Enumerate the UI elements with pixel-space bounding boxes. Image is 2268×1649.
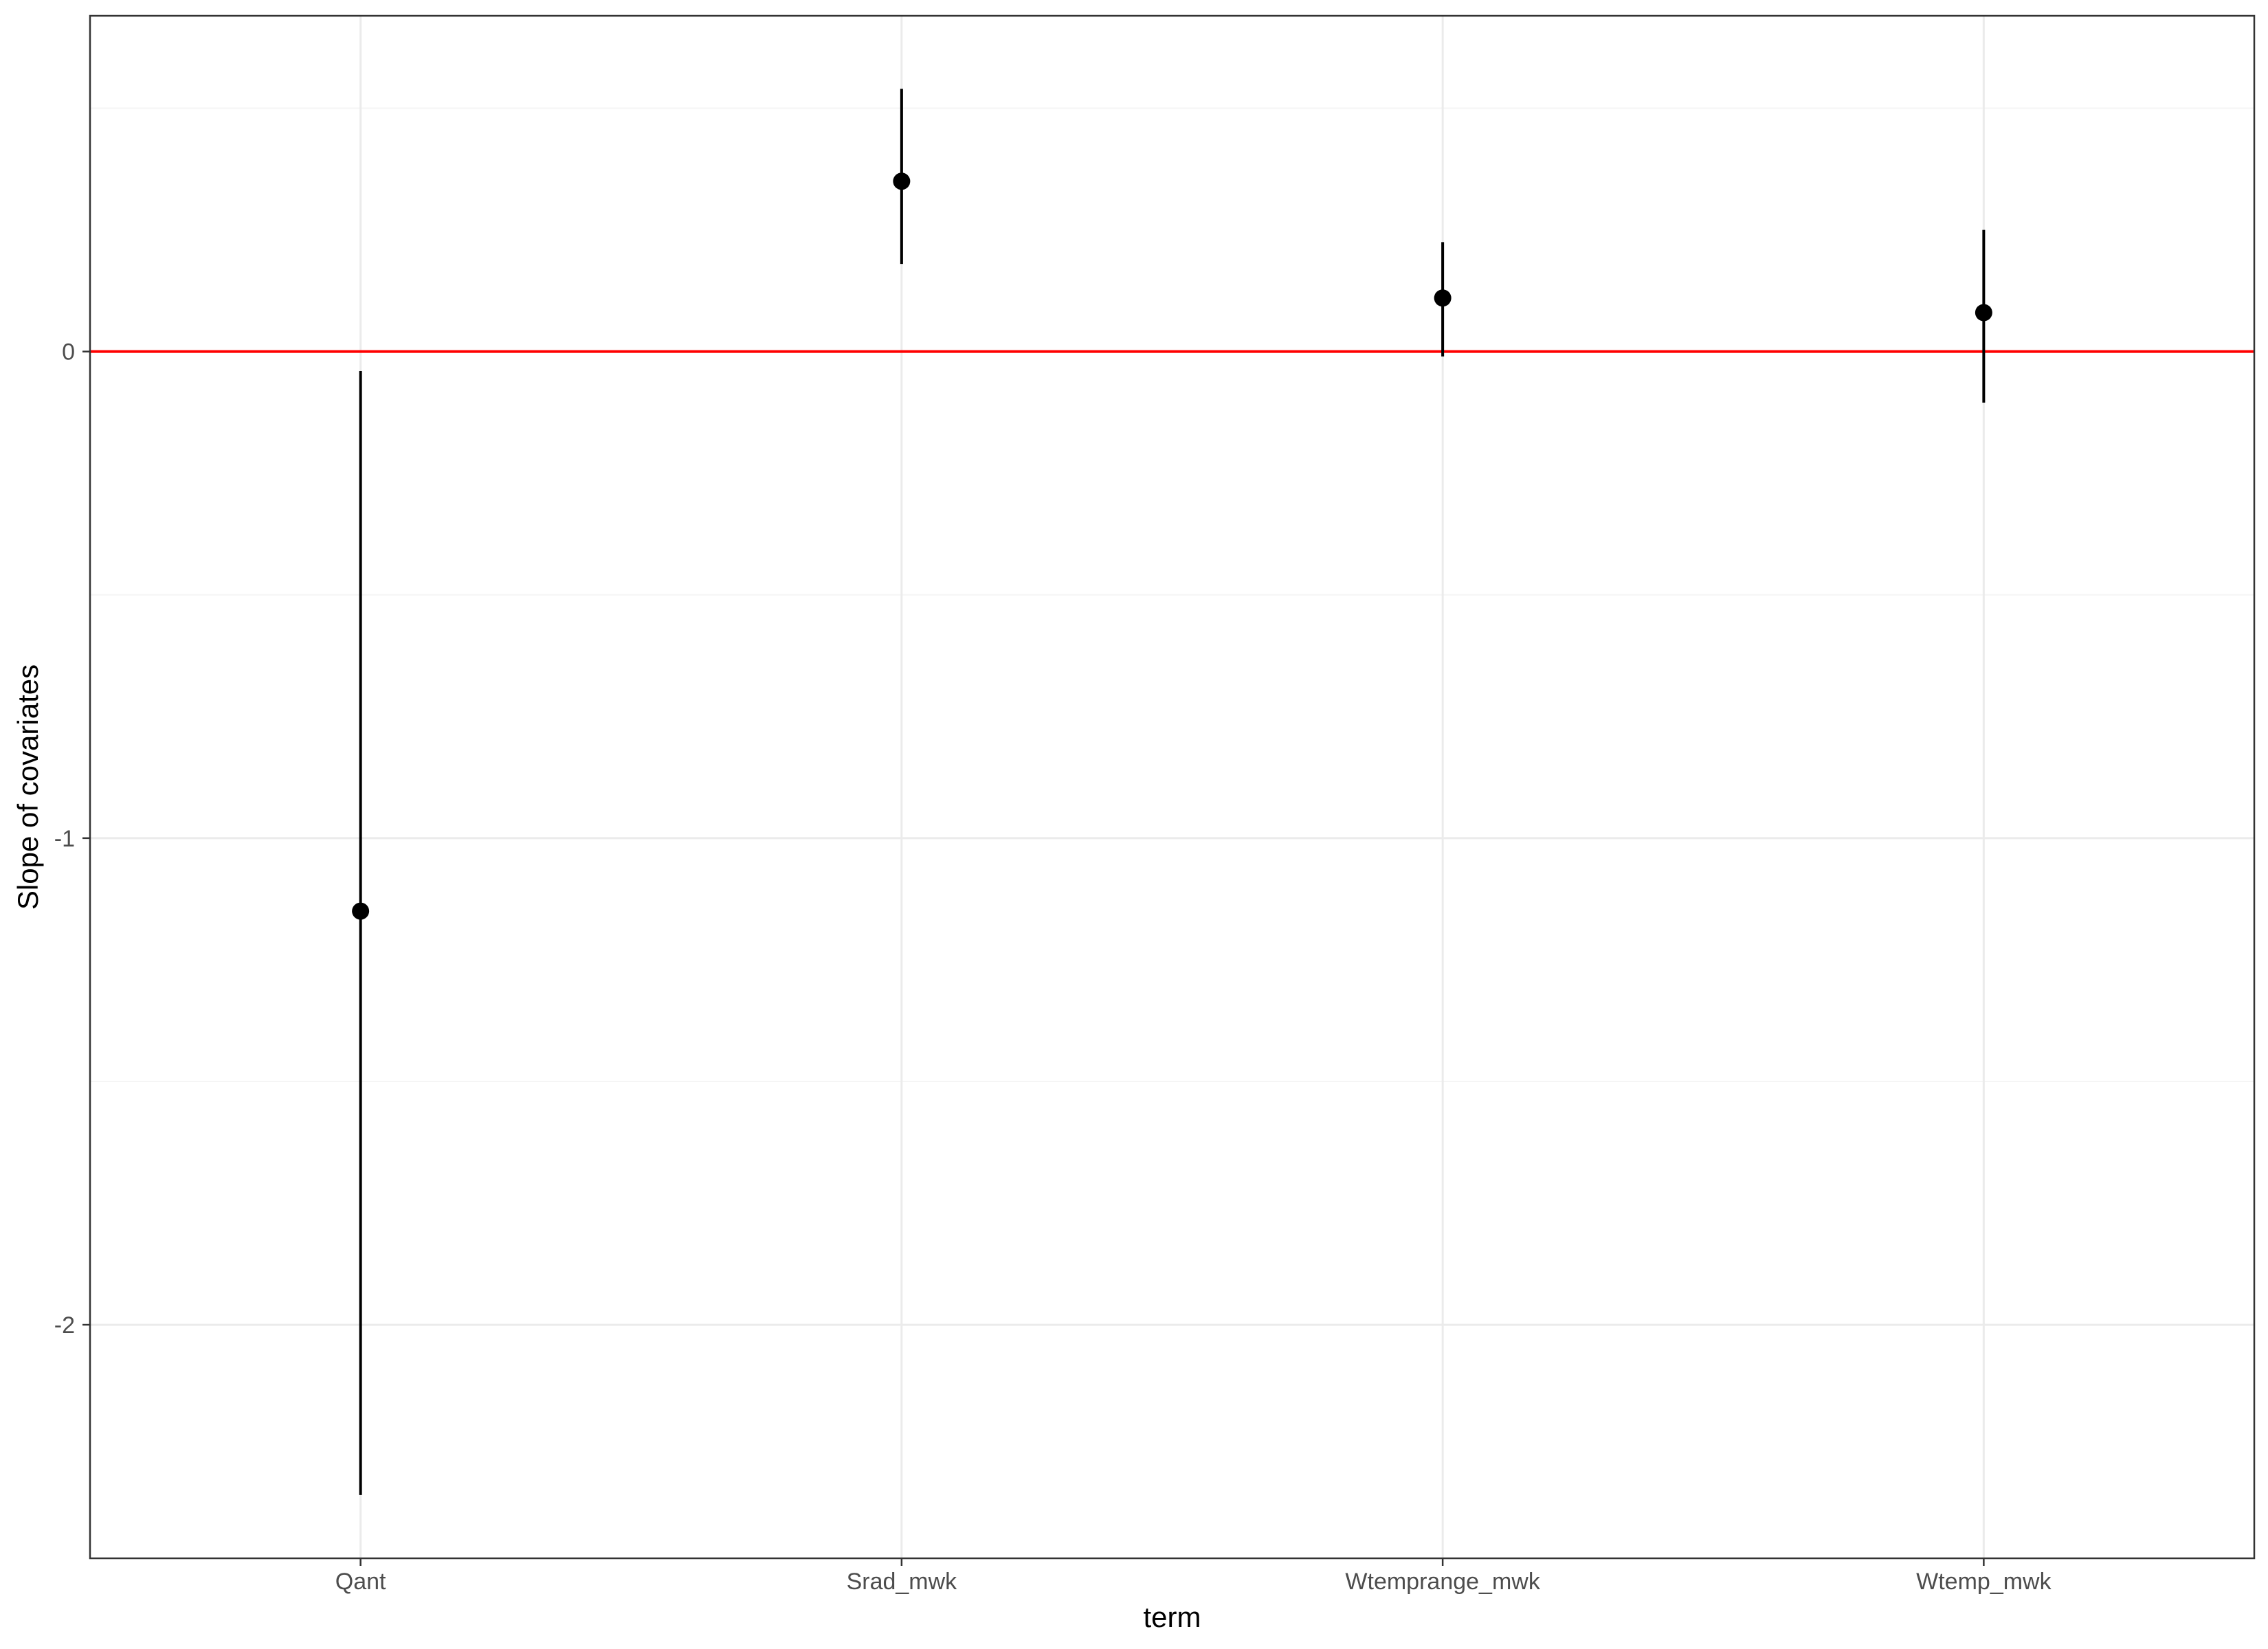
point-Wtemp_mwk — [1975, 304, 1992, 322]
x-tick-label: Qant — [335, 1569, 386, 1595]
minor-gridlines — [90, 107, 2254, 1082]
x-axis-ticks: Qant Srad_mwk Wtemprange_mwk Wtemp_mwk — [335, 1558, 2052, 1595]
x-tick-label: Wtemp_mwk — [1916, 1569, 2052, 1595]
point-Wtemprange_mwk — [1434, 289, 1452, 307]
y-axis-ticks: -2 -1 0 — [54, 339, 90, 1338]
y-tick-label: -2 — [54, 1312, 75, 1338]
y-axis-title: Slope of covariates — [12, 664, 44, 910]
point-Srad_mwk — [893, 172, 911, 190]
x-tick-label: Wtemprange_mwk — [1345, 1569, 1540, 1595]
data-marks — [352, 89, 1992, 1495]
point-Qant — [352, 902, 370, 920]
x-axis-title: term — [1144, 1601, 1201, 1633]
y-tick-label: 0 — [62, 339, 75, 366]
y-tick-label: -1 — [54, 826, 75, 852]
panel-border — [89, 14, 2256, 1560]
x-tick-label: Srad_mwk — [847, 1569, 958, 1595]
